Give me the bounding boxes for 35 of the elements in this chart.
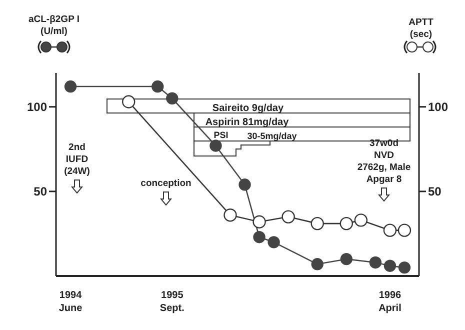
point [282, 210, 295, 224]
point [369, 256, 382, 269]
annotation: 37w0d NVD 2762g, Male Apgar 8 [357, 138, 411, 185]
point [210, 140, 222, 152]
annotation: Aspirin 81mg/day [205, 117, 290, 128]
x-tick-label: 1994 June [58, 290, 83, 314]
point [340, 252, 352, 266]
point [383, 224, 397, 237]
point [268, 236, 280, 248]
point [398, 261, 411, 274]
annotation: PSI [214, 130, 228, 140]
x-tick-label: 1996 April [378, 290, 402, 314]
annotation: 30-5mg/day [247, 131, 297, 141]
y2-tick-label: 100 [428, 100, 448, 114]
point [166, 92, 178, 104]
point [311, 258, 324, 270]
y2-axis-title: APTT (sec) [408, 17, 434, 40]
annotation: conception [140, 178, 192, 189]
point [310, 216, 324, 230]
x-tick-label: 1995 Sept. [160, 290, 185, 314]
y2-tick-label: 50 [428, 184, 442, 199]
point [252, 215, 266, 228]
point [152, 80, 164, 93]
point [354, 214, 368, 227]
point [238, 178, 251, 191]
point [64, 80, 77, 93]
point [224, 208, 237, 222]
point [398, 224, 412, 237]
annotation: 2nd IUFD (24W) [64, 142, 90, 177]
point [122, 95, 136, 108]
annotation: Saireito 9g/day [212, 103, 284, 114]
y-axis-title: aCL-β2GP I (U/ml) [28, 14, 80, 37]
point [384, 260, 396, 272]
point [253, 230, 266, 244]
point [340, 216, 353, 230]
